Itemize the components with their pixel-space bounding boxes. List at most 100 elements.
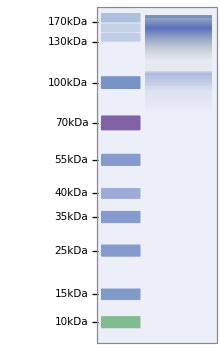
Bar [145, 75, 212, 77]
Text: 100kDa: 100kDa [48, 78, 88, 88]
Text: 130kDa: 130kDa [48, 37, 88, 47]
Bar [145, 69, 212, 70]
Bar [145, 18, 212, 19]
Bar [145, 58, 212, 59]
Bar [145, 84, 212, 86]
Bar [145, 58, 212, 60]
Bar [145, 70, 212, 71]
Bar [145, 73, 212, 75]
Text: 15kDa: 15kDa [55, 289, 88, 299]
Bar [145, 79, 212, 81]
Bar [145, 49, 212, 50]
Bar [145, 80, 212, 82]
Bar [145, 14, 212, 15]
Text: 70kDa: 70kDa [55, 118, 88, 128]
Bar [145, 52, 212, 53]
Bar [145, 76, 212, 77]
FancyBboxPatch shape [101, 76, 141, 89]
Bar [97, 7, 217, 343]
Bar [145, 83, 212, 85]
Bar [145, 103, 212, 107]
Bar [145, 35, 212, 36]
Bar [145, 30, 212, 31]
Bar [145, 50, 212, 51]
Bar [145, 107, 212, 111]
Bar [145, 46, 212, 47]
Bar [145, 82, 212, 84]
Bar [145, 60, 212, 61]
Bar [145, 82, 212, 83]
Bar [145, 74, 212, 76]
Bar [145, 87, 212, 89]
Bar [145, 74, 212, 76]
FancyBboxPatch shape [101, 245, 141, 257]
FancyBboxPatch shape [101, 154, 141, 166]
FancyBboxPatch shape [101, 33, 141, 42]
Bar [145, 63, 212, 64]
Bar [145, 38, 212, 39]
Bar [145, 99, 212, 103]
Bar [145, 34, 212, 35]
Bar [145, 62, 212, 63]
FancyBboxPatch shape [101, 116, 141, 130]
Bar [145, 71, 212, 74]
FancyBboxPatch shape [101, 13, 141, 22]
Bar [145, 75, 212, 79]
Bar [145, 101, 212, 105]
Bar [145, 37, 212, 38]
FancyBboxPatch shape [101, 23, 141, 32]
Text: 25kDa: 25kDa [55, 246, 88, 256]
Bar [145, 87, 212, 91]
Bar [145, 85, 212, 88]
Bar [145, 64, 212, 65]
Bar [145, 21, 212, 22]
Bar [145, 68, 212, 69]
Bar [145, 72, 212, 75]
Bar [145, 27, 212, 28]
Bar [145, 53, 212, 54]
Bar [145, 77, 212, 79]
Bar [145, 95, 212, 99]
Bar [145, 20, 212, 21]
Bar [145, 31, 212, 32]
Text: 40kDa: 40kDa [55, 189, 88, 198]
Bar [145, 24, 212, 25]
Bar [145, 23, 212, 25]
Bar [145, 47, 212, 48]
Bar [145, 40, 212, 41]
Bar [145, 36, 212, 37]
Bar [145, 33, 212, 34]
Bar [145, 73, 212, 77]
Bar [145, 85, 212, 89]
Bar [145, 88, 212, 90]
Bar [145, 81, 212, 85]
Bar [145, 83, 212, 87]
Bar [145, 28, 212, 29]
Bar [145, 71, 212, 75]
Bar [145, 76, 212, 78]
Bar [145, 80, 212, 82]
Bar [145, 77, 212, 79]
Bar [145, 54, 212, 55]
Bar [145, 93, 212, 97]
Bar [145, 55, 212, 56]
Bar [97, 7, 217, 343]
Bar [145, 72, 212, 74]
FancyBboxPatch shape [101, 188, 141, 199]
Bar [145, 78, 212, 80]
Bar [145, 105, 212, 109]
Bar [145, 25, 212, 26]
Bar [145, 83, 212, 85]
Bar [145, 91, 212, 95]
Text: 170kDa: 170kDa [48, 17, 88, 27]
Bar [145, 26, 212, 27]
Bar [145, 81, 212, 83]
Bar [145, 78, 212, 81]
Text: 35kDa: 35kDa [55, 212, 88, 222]
Bar [145, 89, 212, 90]
Text: 10kDa: 10kDa [55, 317, 88, 327]
Bar [145, 29, 212, 30]
Bar [145, 85, 212, 87]
Bar [145, 16, 212, 18]
Bar [145, 63, 212, 64]
